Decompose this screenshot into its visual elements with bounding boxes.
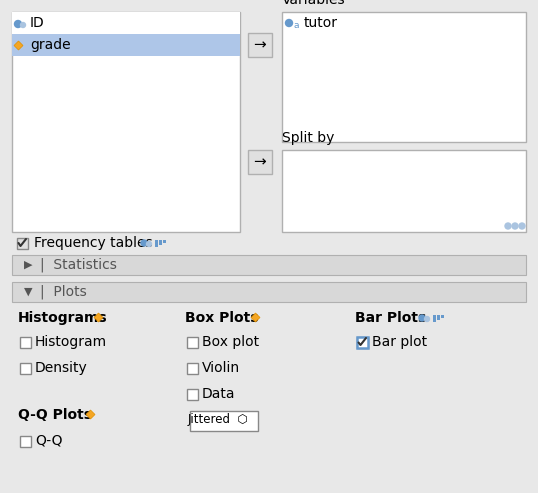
Text: Q-Q Plots: Q-Q Plots	[18, 408, 92, 422]
Text: Histograms: Histograms	[18, 311, 108, 325]
Circle shape	[512, 223, 518, 229]
Text: Box plot: Box plot	[202, 335, 259, 349]
Bar	[12, 282, 526, 302]
Text: Variables: Variables	[282, 0, 345, 7]
Polygon shape	[251, 313, 260, 322]
Circle shape	[424, 317, 429, 321]
Bar	[19, 435, 31, 447]
Bar	[357, 337, 367, 348]
Bar	[282, 150, 526, 232]
Circle shape	[141, 240, 147, 246]
Polygon shape	[94, 313, 103, 322]
Text: |  Statistics: | Statistics	[40, 258, 117, 272]
Circle shape	[286, 20, 293, 27]
Bar	[441, 315, 444, 318]
Bar	[437, 315, 440, 320]
Bar	[190, 411, 258, 431]
Bar	[12, 12, 240, 34]
Bar	[357, 337, 367, 348]
Text: Split by: Split by	[282, 131, 335, 145]
Text: a: a	[293, 22, 299, 31]
Text: tutor: tutor	[304, 16, 338, 30]
Bar	[163, 240, 166, 243]
Bar	[155, 240, 158, 247]
Text: ▼: ▼	[24, 287, 32, 297]
Text: Box Plots: Box Plots	[185, 311, 258, 325]
Text: →: →	[253, 154, 266, 170]
Bar	[187, 362, 197, 374]
Circle shape	[519, 223, 525, 229]
Bar	[159, 240, 162, 245]
Bar	[187, 337, 197, 348]
Circle shape	[505, 223, 511, 229]
Text: |  Plots: | Plots	[40, 285, 87, 299]
Text: Q-Q: Q-Q	[35, 434, 62, 448]
Text: →: →	[253, 37, 266, 52]
Text: Jittered  ⬡: Jittered ⬡	[188, 414, 249, 426]
Text: Density: Density	[35, 361, 88, 375]
Text: Violin: Violin	[202, 361, 240, 375]
Text: ▶: ▶	[24, 260, 32, 270]
Bar	[19, 337, 31, 348]
Circle shape	[419, 315, 425, 321]
Bar	[12, 255, 526, 275]
Bar	[19, 362, 31, 374]
Circle shape	[15, 21, 22, 28]
Polygon shape	[14, 41, 23, 50]
Bar	[433, 315, 436, 322]
Bar	[12, 12, 240, 232]
Bar	[282, 12, 526, 142]
Text: Frequency tables: Frequency tables	[34, 236, 153, 250]
Circle shape	[20, 23, 25, 28]
Bar	[187, 388, 197, 399]
Text: Data: Data	[202, 387, 236, 401]
Bar	[17, 238, 27, 248]
Bar	[248, 150, 272, 174]
Text: grade: grade	[30, 38, 70, 52]
Polygon shape	[86, 410, 95, 419]
Text: Bar Plots: Bar Plots	[355, 311, 426, 325]
Text: Bar plot: Bar plot	[372, 335, 427, 349]
Circle shape	[146, 242, 152, 246]
Bar	[12, 34, 240, 56]
Text: ID: ID	[30, 16, 45, 30]
Text: Histogram: Histogram	[35, 335, 107, 349]
Bar	[248, 33, 272, 57]
